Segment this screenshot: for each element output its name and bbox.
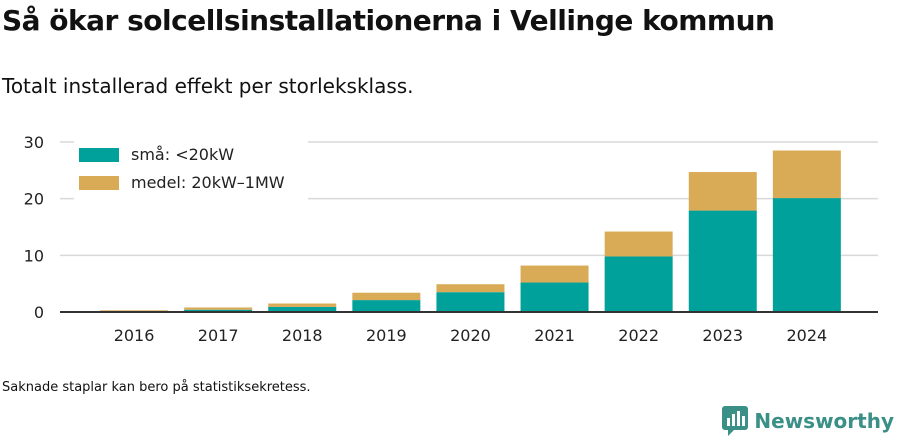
bar-medium-2021 (520, 265, 589, 283)
bar-small-2018 (268, 306, 337, 312)
stacked-bar-chart: 0 10 20 30 2016 2017 2018 2019 2020 2021 2022 2023 2… (24, 133, 878, 345)
bar-small-2024 (772, 198, 841, 312)
x-tick-label: 2019 (366, 326, 407, 345)
bar-medium-2024 (772, 150, 841, 199)
chart-title: Så ökar solcellsinstallationerna i Velli… (2, 4, 775, 37)
brand[interactable]: Newsworthy (722, 406, 894, 436)
bar-medium-2016 (100, 310, 169, 312)
x-tick-label: 2023 (702, 326, 743, 345)
x-tick-label: 2016 (114, 326, 155, 345)
axes: 0 10 20 30 2016 2017 2018 2019 2020 2021 2022 2023 2… (24, 133, 878, 345)
bar-small-2019 (352, 300, 421, 312)
bars (100, 150, 841, 312)
legend-label-medium: medel: 20kW–1MW (131, 173, 285, 192)
bar-medium-2020 (436, 284, 505, 293)
x-tick-label: 2020 (450, 326, 491, 345)
bar-medium-2023 (688, 172, 757, 211)
bar-medium-2019 (352, 292, 421, 301)
bar-medium-2022 (604, 231, 673, 257)
bar-medium-2018 (268, 303, 337, 307)
x-tick-label: 2024 (786, 326, 827, 345)
bar-small-2023 (688, 210, 757, 312)
x-tick-label: 2017 (198, 326, 239, 345)
x-tick-label: 2022 (618, 326, 659, 345)
footnote: Saknade staplar kan bero på statistiksek… (2, 380, 311, 395)
legend-swatch-medium (79, 176, 119, 190)
bar-small-2022 (604, 256, 673, 312)
legend-swatch-small (79, 148, 119, 162)
y-tick-label: 20 (24, 190, 44, 209)
y-tick-label: 30 (24, 133, 44, 152)
brand-name: Newsworthy (754, 409, 894, 433)
chart-subtitle: Totalt installerad effekt per storlekskl… (2, 74, 414, 98)
newsworthy-logo-icon (722, 406, 749, 436)
legend: små: <20kW medel: 20kW–1MW (74, 140, 308, 202)
bar-small-2021 (520, 282, 589, 312)
x-tick-label: 2021 (534, 326, 575, 345)
y-tick-label: 10 (24, 246, 44, 265)
legend-label-small: små: <20kW (131, 145, 234, 164)
bar-medium-2017 (184, 307, 253, 310)
x-tick-label: 2018 (282, 326, 323, 345)
bar-small-2017 (184, 309, 253, 312)
bar-small-2020 (436, 292, 505, 312)
y-tick-label: 0 (34, 303, 44, 322)
